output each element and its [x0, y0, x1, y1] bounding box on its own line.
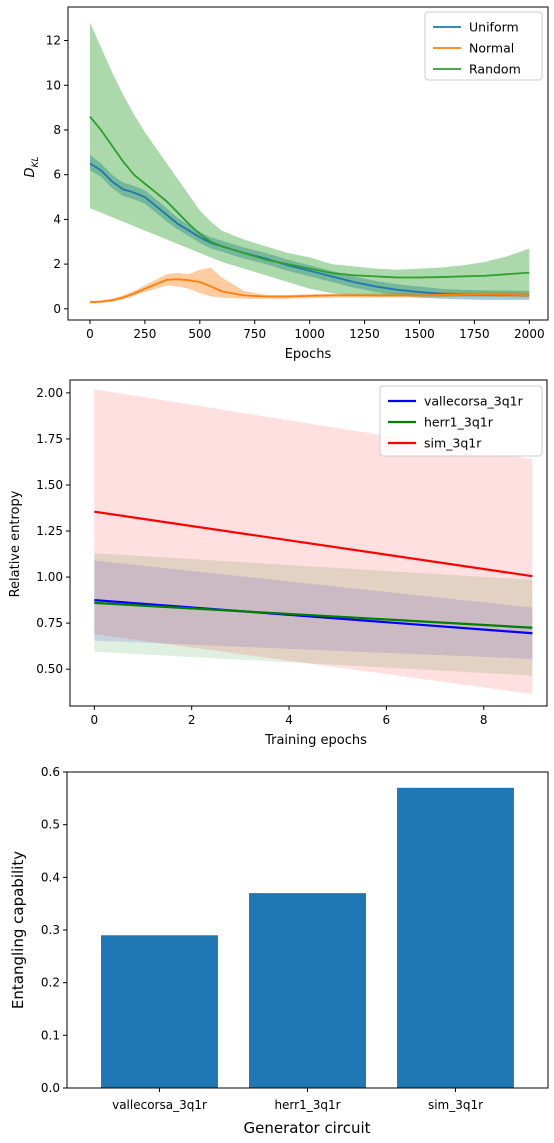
y-tick-label: 4	[53, 212, 61, 226]
x-axis-label: Generator circuit	[244, 1119, 371, 1137]
y-tick-label: 12	[46, 34, 61, 48]
bar-vallecorsa-3q1r	[101, 935, 218, 1088]
series-line-random	[89, 115, 530, 279]
series-line-vallecorsa-3q1r	[94, 598, 533, 635]
x-tick-label: 1500	[404, 327, 435, 341]
x-tick-label: 500	[188, 327, 211, 341]
y-tick-label: 0.6	[41, 765, 60, 779]
x-axis-label: Training epochs	[264, 733, 367, 748]
y-tick-label: 0.50	[36, 662, 63, 676]
y-tick-label: 0.5	[41, 818, 60, 832]
series-line-sim-3q1r	[94, 510, 533, 578]
legend-label-herr1-3q1r: herr1_3q1r	[424, 415, 494, 430]
y-axis-label-sub: KL	[31, 157, 41, 168]
y-tick-label: 1.25	[36, 524, 63, 538]
band-vallecorsa-3q1r	[94, 560, 533, 660]
legend-label-sim-3q1r: sim_3q1r	[424, 436, 482, 451]
x-tick-label-herr1-3q1r: herr1_3q1r	[274, 1098, 340, 1112]
x-tick-label: 6	[383, 713, 391, 727]
legend-label-vallecorsa-3q1r: vallecorsa_3q1r	[424, 394, 524, 409]
kl-divergence-chart: 0 250 500 750 1000 1250 1500 1750 2000 0 2 4 6 8 10 12 …	[0, 0, 554, 372]
y-tick-label: 0.75	[36, 616, 63, 630]
band-random	[89, 22, 530, 297]
kl-divergence-svg: 0 250 500 750 1000 1250 1500 1750 2000024681012 …	[23, 6, 549, 362]
x-tick-label-sim-3q1r: sim_3q1r	[428, 1098, 483, 1112]
legend-label-normal: Normal	[469, 41, 514, 56]
x-tick-label: 750	[243, 327, 266, 341]
plot-frame	[67, 6, 549, 321]
legend-label-uniform: Uniform	[469, 20, 519, 35]
y-tick-label: 10	[46, 78, 61, 92]
relative-entropy-chart: 0 2 4 6 8 0.50 0.75 1.00 1.25 1.50 1.75 2.00 Traini…	[0, 372, 554, 755]
legend-box	[379, 385, 543, 457]
y-axis-label: Entangling capability	[9, 851, 27, 1009]
band-sim-3q1r	[94, 389, 533, 695]
y-tick-label: 0.4	[41, 870, 60, 884]
y-tick-label: 8	[53, 123, 61, 137]
y-tick-label: 1.50	[36, 478, 63, 492]
x-tick-label: 8	[480, 713, 488, 727]
y-tick-label: 0.1	[41, 1028, 60, 1042]
y-tick-label: 2.00	[36, 386, 63, 400]
x-tick-label: 250	[133, 327, 156, 341]
y-tick-label: 0.0	[41, 1081, 60, 1095]
y-axis-label-main: D	[23, 167, 38, 177]
relative-entropy-svg: 0 2 4 6 8 0.50 0.75 1.00 1.25 1.50 1.75 2.00 Traini…	[8, 379, 548, 748]
x-tick-label-vallecorsa-3q1r: vallecorsa_3q1r	[112, 1098, 207, 1112]
x-tick-label: 1250	[349, 327, 380, 341]
y-axis-label: Relative entropy	[8, 490, 23, 597]
x-tick-label: 4	[285, 713, 293, 727]
x-tick-label: 2000	[514, 327, 545, 341]
x-tick-label: 1750	[459, 327, 490, 341]
y-axis-label: DKL	[23, 157, 41, 178]
y-tick-label: 0.2	[41, 976, 60, 990]
series-line-normal	[89, 278, 530, 304]
x-tick-label: 2	[188, 713, 196, 727]
legend-label-random: Random	[469, 62, 521, 77]
x-tick-label: 0	[86, 327, 94, 341]
x-tick-label: 1000	[294, 327, 325, 341]
y-tick-label: 0.3	[41, 923, 60, 937]
y-tick-label: 1.75	[36, 432, 63, 446]
bar-sim-3q1r	[397, 787, 514, 1088]
y-tick-label: 0	[53, 302, 61, 316]
plot-frame	[69, 379, 548, 707]
bar-herr1-3q1r	[249, 893, 366, 1088]
band-normal	[89, 267, 530, 304]
y-tick-label: 2	[53, 257, 61, 271]
x-axis-label: Epochs	[285, 347, 332, 362]
entangling-capability-svg: vallecorsa_3q1r herr1_3q1r sim_3q1r 0.0 0.1 0…	[9, 765, 549, 1137]
series-line-herr1-3q1r	[94, 601, 533, 629]
y-tick-label: 6	[53, 168, 61, 182]
legend-box	[424, 11, 543, 81]
y-tick-label: 1.00	[36, 570, 63, 584]
entangling-capability-chart: vallecorsa_3q1r herr1_3q1r sim_3q1r 0.0 0.1 0…	[0, 755, 554, 1139]
x-tick-label: 0	[91, 713, 99, 727]
